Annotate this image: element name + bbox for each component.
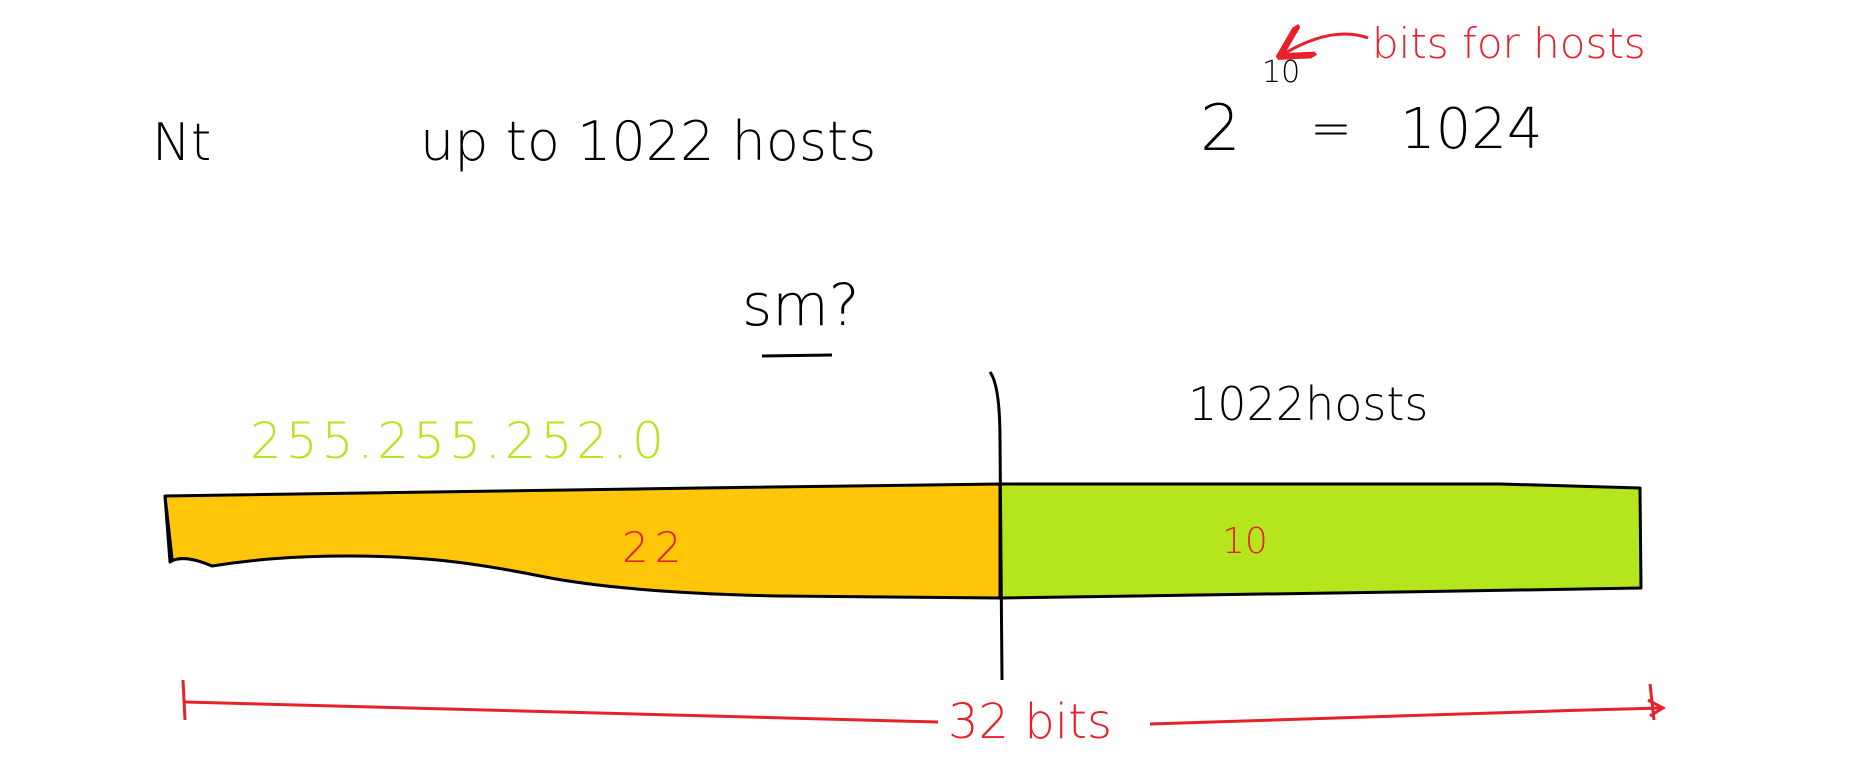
power-result: 1024 (1400, 97, 1543, 162)
subnet-mask-question: sm? (742, 271, 860, 339)
power-base: 2 (1200, 92, 1241, 166)
annotation-text: bits for hosts (1372, 19, 1646, 68)
host-count-label: 1022hosts (1188, 377, 1428, 431)
total-bits-line-left (184, 700, 939, 724)
host-bits-bar (998, 482, 1643, 600)
host-bits-value: 10 (1222, 521, 1268, 562)
network-bits-value: 22 (622, 523, 687, 572)
bit-divider (988, 371, 1004, 681)
power-exponent: 10 (1262, 55, 1300, 90)
sm-underline (761, 353, 833, 358)
network-bits-bar (163, 482, 1002, 600)
total-bits-label: 32 bits (948, 694, 1112, 750)
requirement-text: up to 1022 hosts (420, 110, 876, 173)
mask-value: 255.255.252.0 (250, 412, 668, 470)
total-bits-right-cap (1647, 683, 1667, 721)
annotation-arrow (1282, 34, 1369, 55)
bar-left-edge (163, 495, 172, 563)
total-bits-line-right (1149, 706, 1663, 726)
total-bits-left-cap (181, 679, 187, 721)
network-label: Nt (152, 113, 211, 173)
power-equals: = (1310, 99, 1352, 157)
